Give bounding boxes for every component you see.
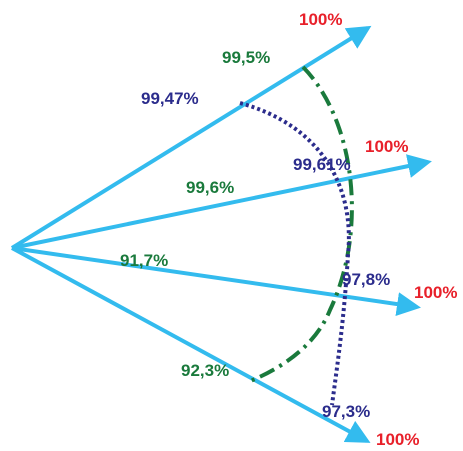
green-label-4: 92,3% xyxy=(181,361,229,380)
arrow-1-label: 100% xyxy=(299,10,342,29)
arrow-2-label: 100% xyxy=(365,137,408,156)
blue-label-1: 99,47% xyxy=(141,89,199,108)
blue-dotted-curve xyxy=(239,101,351,406)
arrow-4-label: 100% xyxy=(376,430,419,449)
blue-label-3: 97,8% xyxy=(342,270,390,289)
green-dashdot-curve xyxy=(247,65,354,384)
arrow-3-label: 100% xyxy=(414,283,457,302)
green-label-1: 99,5% xyxy=(222,48,270,67)
green-label-2: 99,6% xyxy=(186,178,234,197)
green-label-3: 91,7% xyxy=(120,251,168,270)
arrow-4 xyxy=(11,246,371,443)
blue-label-2: 99,61% xyxy=(293,155,351,174)
arrow-2 xyxy=(11,154,432,250)
blue-label-4: 97,3% xyxy=(322,402,370,421)
arrow-1 xyxy=(10,25,372,250)
arrow-3 xyxy=(11,246,421,316)
